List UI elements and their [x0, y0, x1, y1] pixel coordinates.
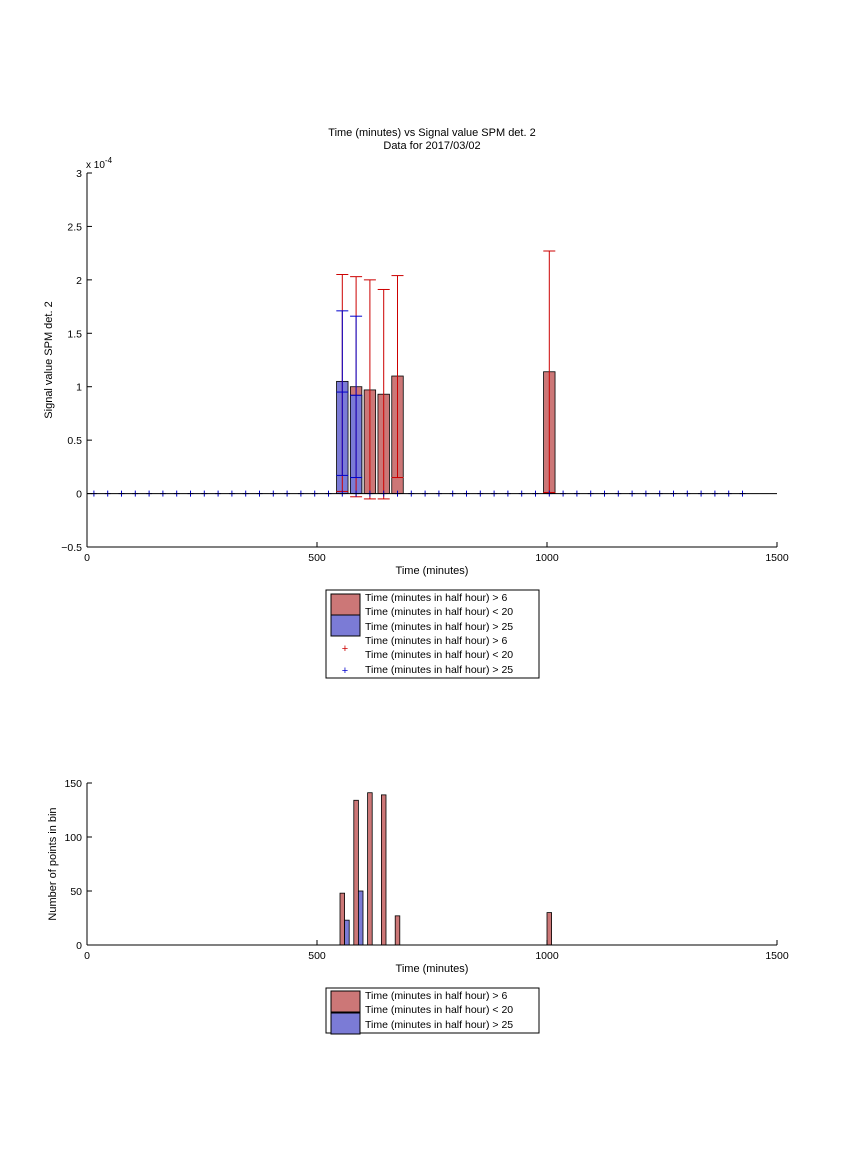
legend-swatch-blue	[330, 1012, 361, 1035]
x-ticks: 0 500 1000 1500	[84, 940, 789, 962]
legend-label: Time (minutes in half hour) < 20	[365, 606, 513, 618]
y-tick-label: −0.5	[61, 542, 82, 554]
x-tick-label: 500	[308, 950, 326, 962]
legend-swatch-red	[330, 593, 361, 616]
count-bar	[546, 912, 552, 946]
x-tick-label: 1500	[765, 552, 789, 564]
chart-title: Time (minutes) vs Signal value SPM det. …	[328, 127, 535, 139]
y-tick-label: 100	[64, 832, 82, 844]
legend-label: Time (minutes in half hour) < 20	[365, 1004, 513, 1016]
legend-label: Time (minutes in half hour) > 6	[365, 990, 507, 1002]
legend-swatch-red	[330, 990, 361, 1013]
y-tick-label: 1.5	[67, 328, 82, 340]
signal-legend: Time (minutes in half hour) > 6 Time (mi…	[325, 589, 540, 679]
legend-frame	[325, 589, 540, 679]
legend-label: Time (minutes in half hour) > 25	[365, 621, 513, 633]
y-tick-label: 0	[76, 489, 82, 501]
y-tick-label: 0.5	[67, 435, 82, 447]
legend-label: Time (minutes in half hour) > 25	[365, 1019, 513, 1031]
count-bar	[357, 890, 364, 946]
y-tick-label: 150	[64, 778, 82, 790]
legend-frame	[325, 987, 540, 1034]
count-chart: 0 500 1000 1500 0 50 100 150 Time (minutes) Nu…	[47, 778, 789, 975]
signal-errorbars	[336, 250, 556, 500]
y-ticks: −0.5 0 0.5 1 1.5 2 2.5 3	[61, 168, 92, 554]
y-tick-label: 0	[76, 940, 82, 952]
y-tick-label: 3	[76, 168, 82, 180]
count-bar	[353, 799, 359, 946]
count-bar	[339, 892, 345, 946]
x-ticks: 0 500 1000 1500	[84, 542, 789, 564]
x-tick-label: 1000	[535, 950, 559, 962]
legend-plus-red: +	[342, 643, 348, 655]
y-exponent-label: x 10-4	[86, 156, 113, 171]
legend-label: Time (minutes in half hour) < 20	[365, 649, 513, 661]
count-bar	[344, 919, 350, 946]
legend-label: Time (minutes in half hour) > 6	[365, 635, 507, 647]
x-tick-label: 1500	[765, 950, 789, 962]
x-tick-label: 1000	[535, 552, 559, 564]
y-tick-label: 2	[76, 275, 82, 287]
y-tick-label: 2.5	[67, 221, 82, 233]
x-tick-label: 500	[308, 552, 326, 564]
y-axis-label: Signal value SPM det. 2	[43, 301, 55, 418]
y-ticks: 0 50 100 150	[64, 778, 92, 952]
count-bar	[380, 794, 387, 946]
y-axis-label: Number of points in bin	[47, 807, 59, 920]
x-axis-label: Time (minutes)	[396, 565, 469, 577]
x-tick-label: 0	[84, 552, 90, 564]
legend-label: Time (minutes in half hour) > 25	[365, 664, 513, 676]
y-exponent-base: x 10	[86, 160, 105, 171]
signal-chart: Time (minutes) vs Signal value SPM det. …	[43, 127, 789, 577]
legend-label: Time (minutes in half hour) > 6	[365, 592, 507, 604]
count-bar	[367, 792, 373, 946]
y-tick-label: 50	[70, 886, 82, 898]
legend-swatch-blue	[330, 614, 361, 637]
count-bar	[394, 915, 401, 946]
legend-plus-blue: +	[342, 665, 348, 677]
count-bars	[339, 792, 552, 946]
count-legend: Time (minutes in half hour) > 6 Time (mi…	[325, 987, 540, 1035]
signal-bars	[336, 371, 556, 494]
x-axis-label: Time (minutes)	[396, 963, 469, 975]
y-exponent-power: -4	[105, 156, 113, 165]
chart-subtitle: Data for 2017/03/02	[383, 140, 480, 152]
x-tick-label: 0	[84, 950, 90, 962]
y-tick-label: 1	[76, 382, 82, 394]
